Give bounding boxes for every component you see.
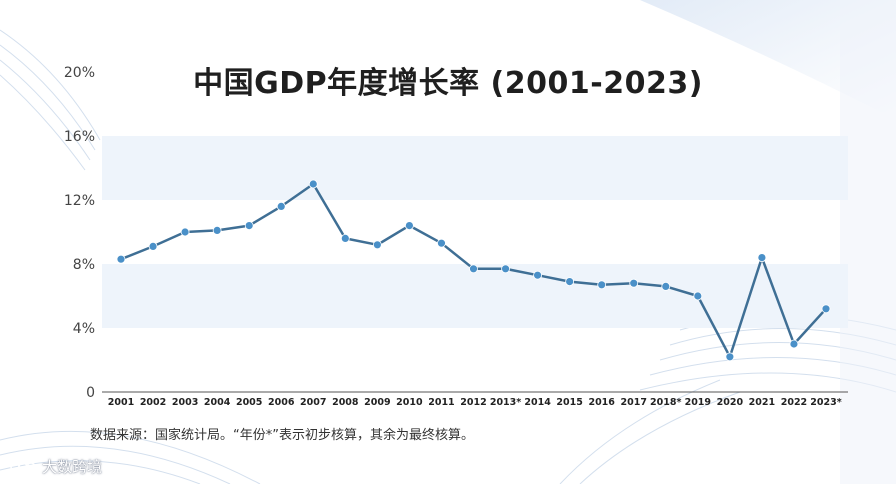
x-tick-label: 2001 (108, 397, 134, 408)
data-point (789, 339, 799, 349)
x-tick-label: 2005 (236, 397, 262, 408)
data-point (212, 225, 222, 235)
watermark: 大数跨境 (10, 456, 102, 477)
data-point (116, 254, 126, 264)
data-point (661, 281, 671, 291)
x-tick-label: 2007 (300, 397, 326, 408)
x-tick-label: 2002 (140, 397, 166, 408)
x-tick-label: 2021 (749, 397, 775, 408)
x-tick-label: 2023* (810, 397, 841, 408)
data-point (693, 291, 703, 301)
data-point (148, 241, 158, 251)
data-point (180, 227, 190, 237)
x-tick-label: 2003 (172, 397, 198, 408)
data-point (821, 304, 831, 314)
x-tick-label: 2010 (396, 397, 423, 408)
data-point (405, 221, 414, 231)
x-tick-label: 2019 (685, 397, 711, 408)
data-point (725, 352, 735, 362)
data-point (340, 233, 350, 243)
x-tick-label: 2008 (332, 397, 359, 408)
grid-band (102, 264, 848, 328)
y-tick-label: 8% (73, 257, 95, 273)
chart-title: 中国GDP年度增长率 (2001-2023) (193, 66, 703, 101)
x-tick-label: 2022 (781, 397, 807, 408)
x-tick-label: 2006 (268, 397, 295, 408)
data-point (533, 270, 542, 280)
x-tick-label: 2011 (428, 397, 454, 408)
x-tick-label: 2012 (460, 397, 486, 408)
data-point (244, 221, 254, 231)
watermark-text: 大数跨境 (42, 458, 103, 476)
data-point (372, 240, 382, 250)
data-point (276, 201, 286, 211)
x-axis: 2001 2002 2003 2004 2005 2006 2007 2008 2009 2010… (102, 391, 848, 408)
data-point (757, 253, 767, 263)
y-tick-label: 20% (64, 65, 95, 81)
source-note: 数据来源：国家统计局。“年份*”表示初步核算，其余为最终核算。 (90, 428, 474, 443)
x-tick-label: 2018* (650, 397, 681, 408)
grid-band (102, 136, 848, 200)
y-axis: 0 4% 8% 12% 16% 20% (64, 65, 95, 401)
bubble-logo-icon (10, 461, 36, 472)
x-tick-label: 2020 (717, 397, 744, 408)
x-tick-label: 2016 (588, 397, 615, 408)
data-point (308, 179, 318, 189)
y-tick-label: 4% (73, 321, 95, 337)
x-tick-label: 2013* (490, 397, 521, 408)
x-tick-label: 2009 (364, 397, 390, 408)
data-point (597, 280, 607, 290)
data-point (469, 264, 478, 274)
series-points-group (116, 179, 831, 362)
y-tick-label: 0 (86, 385, 95, 401)
data-point (565, 277, 575, 287)
x-tick-label: 2014 (524, 397, 551, 408)
x-tick-label: 2017 (621, 397, 647, 408)
y-tick-label: 16% (64, 129, 95, 145)
data-point (629, 278, 639, 288)
data-point (501, 264, 510, 274)
x-tick-label: 2015 (556, 397, 582, 408)
grid-bands (102, 136, 848, 328)
x-tick-label: 2004 (204, 397, 231, 408)
data-point (437, 238, 446, 248)
y-tick-label: 12% (64, 193, 95, 209)
